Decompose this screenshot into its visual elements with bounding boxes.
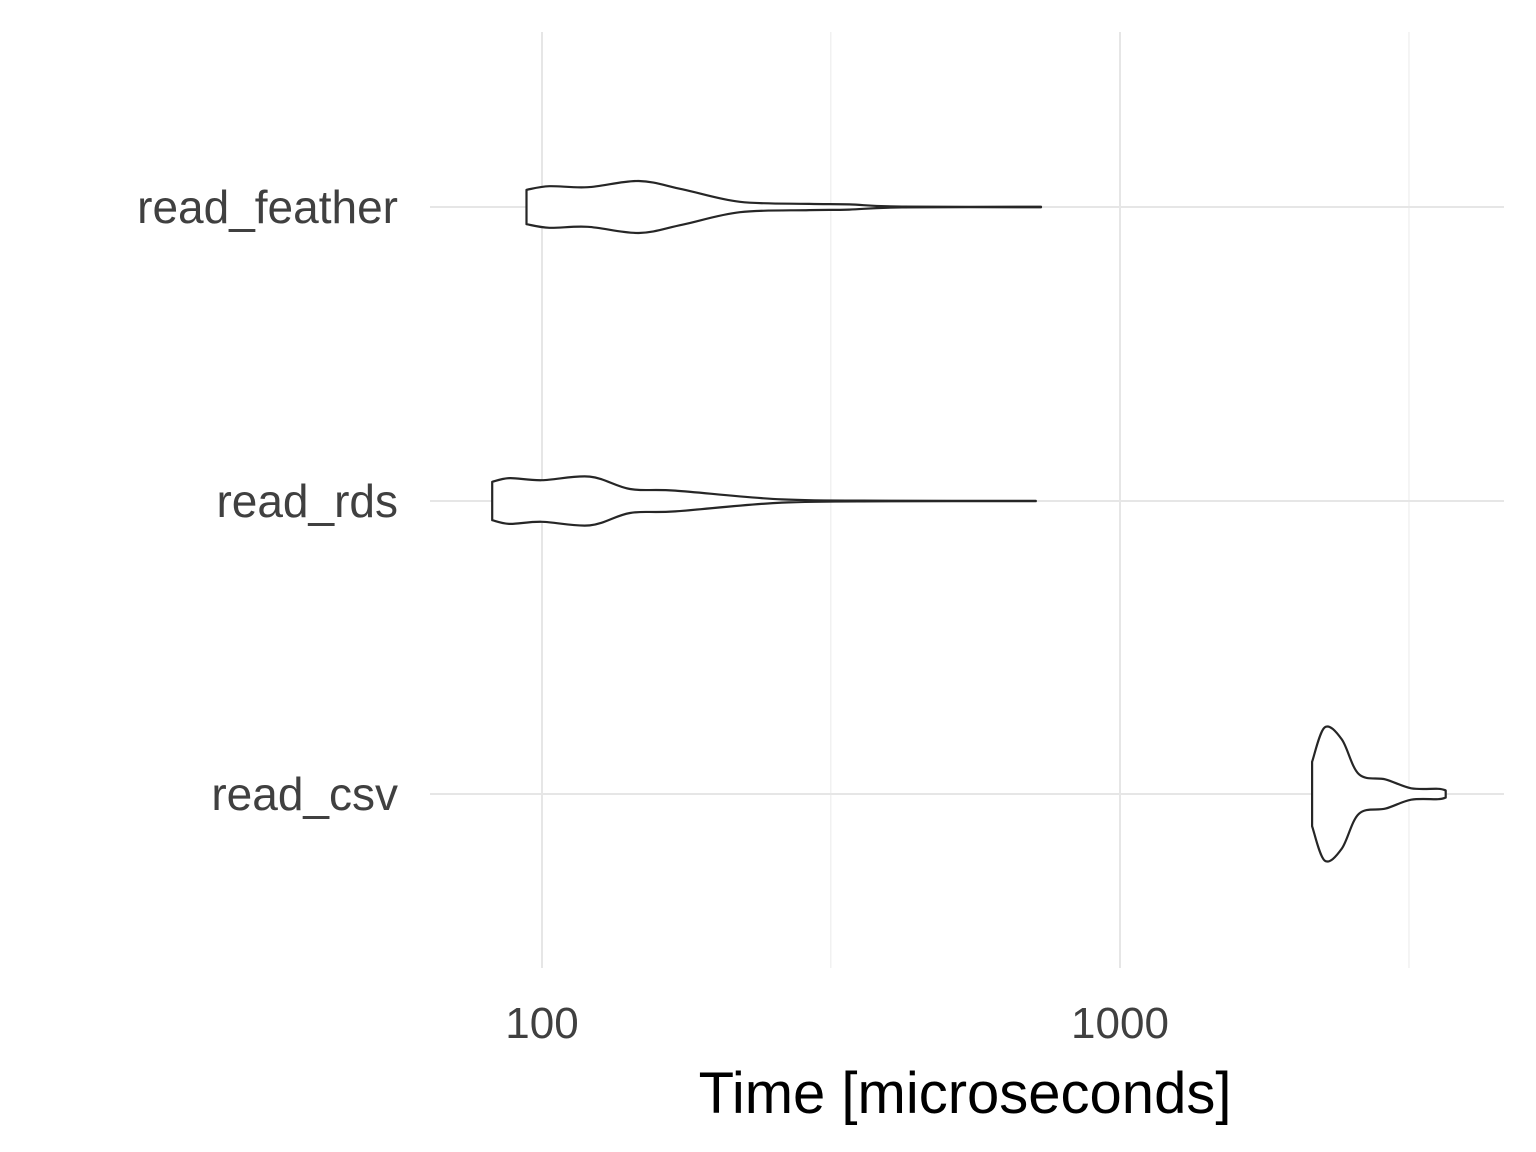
x-axis-title: Time [microseconds] <box>699 1061 1232 1126</box>
x-tick-label: 1000 <box>1071 999 1169 1048</box>
y-category-label: read_csv <box>211 768 398 820</box>
x-tick-label: 100 <box>505 999 578 1048</box>
violins <box>491 179 1447 863</box>
violin-read-csv <box>1311 725 1447 863</box>
y-category-label: read_rds <box>216 475 398 527</box>
axis-labels: 100 1000 read_feather read_rds read_csv <box>137 181 1169 1048</box>
y-category-label: read_feather <box>137 181 398 233</box>
violin-read-rds <box>491 475 1037 527</box>
violin-read-feather <box>525 179 1043 235</box>
